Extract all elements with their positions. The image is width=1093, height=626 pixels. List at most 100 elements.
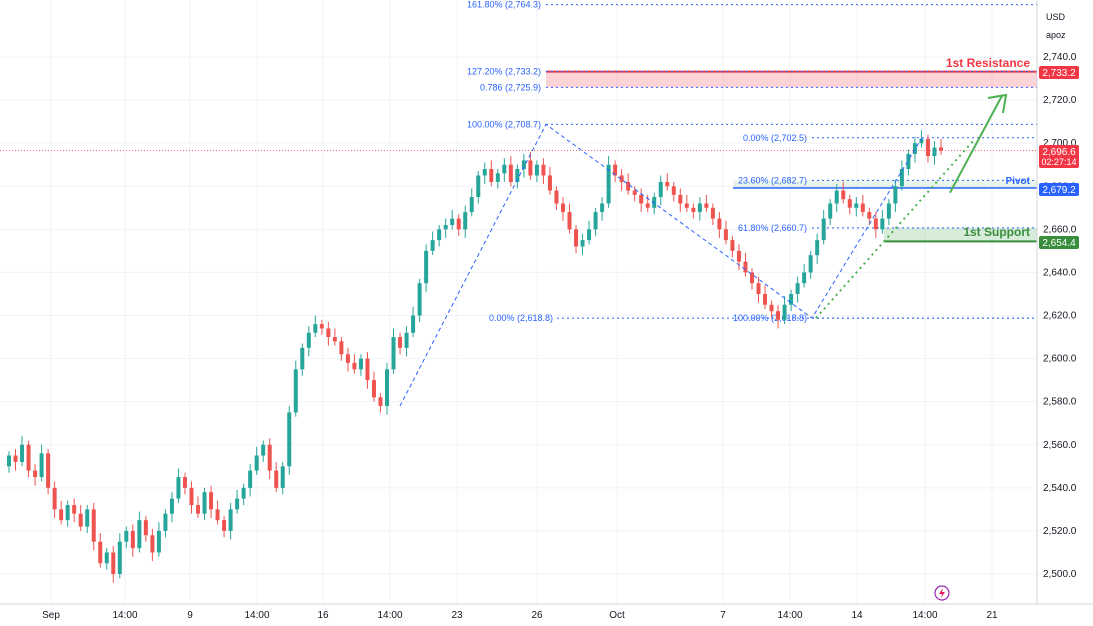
time-axis[interactable]: Sep 14:00 9 14:00 16 14:00 23 26 Oct 7 14:00 14 14:0… — [42, 610, 998, 621]
candle-body — [730, 240, 735, 251]
candle-body — [899, 169, 904, 187]
candle-body — [776, 311, 781, 320]
scale-mode-label[interactable]: apoz — [1046, 30, 1066, 40]
candle-body — [332, 337, 337, 342]
candle-body — [795, 283, 800, 294]
candle-body — [854, 203, 859, 208]
price-tick-label: 2,500.0 — [1043, 569, 1077, 580]
candle-body — [534, 164, 539, 176]
projection-arrow-shaft — [949, 95, 1003, 194]
candle-body — [769, 304, 774, 312]
candle-body — [717, 218, 722, 230]
resistance-zone — [546, 71, 1037, 88]
candle-body — [26, 444, 31, 471]
candle-body — [143, 520, 148, 536]
price-tick-label: 2,540.0 — [1043, 483, 1077, 494]
candle-body — [137, 520, 142, 549]
candle-body — [587, 229, 592, 241]
candle-body — [241, 487, 246, 499]
candle-body — [645, 203, 650, 208]
time-tick-label: Sep — [42, 610, 60, 621]
price-tick-label: 2,660.0 — [1043, 224, 1077, 235]
candle-body — [319, 324, 324, 329]
svg-text:2,696.6: 2,696.6 — [1042, 147, 1076, 158]
candle-body — [939, 147, 943, 151]
price-axis[interactable]: 2,740.02,720.02,700.02,680.02,660.02,640… — [1043, 52, 1077, 580]
candle-body — [196, 505, 201, 514]
time-tick-label: 14:00 — [912, 610, 937, 621]
candle-body — [697, 203, 702, 213]
candle-body — [424, 250, 429, 284]
time-tick-label: 14:00 — [377, 610, 402, 621]
candle-body — [808, 255, 813, 273]
candle-body — [352, 362, 357, 370]
candle-body — [450, 218, 455, 226]
candle-body — [150, 535, 155, 553]
current-price-badge: 2,696.6 02:27:14 — [1039, 145, 1079, 168]
time-tick-label: 23 — [451, 610, 463, 621]
candle-body — [873, 218, 878, 230]
candle-body — [632, 190, 637, 195]
fib-level-label: 0.00% (2,618.8) — [489, 313, 553, 323]
candle-body — [880, 218, 885, 230]
price-tick-label: 2,580.0 — [1043, 397, 1077, 408]
candle-body — [541, 164, 546, 176]
candle-body — [678, 194, 683, 204]
candle-body — [182, 477, 187, 488]
candle-body — [528, 160, 533, 176]
candle-body — [163, 513, 168, 531]
candle-body — [867, 212, 872, 219]
candle-body — [339, 341, 344, 355]
resistance-price-badge: 2,733.2 — [1039, 66, 1079, 79]
candle-body — [671, 186, 676, 195]
fib-level-label: 100.00% (2,708.7) — [467, 119, 541, 129]
candle-body — [313, 324, 318, 333]
candle-body — [600, 203, 605, 213]
candle-body — [463, 212, 468, 230]
candle-body — [189, 487, 194, 506]
pivot-label: Pivot — [1006, 176, 1031, 187]
candle-body — [326, 328, 331, 338]
candle-body — [274, 470, 279, 488]
candle-body — [782, 304, 787, 320]
candle-body — [85, 509, 90, 527]
candle-body — [65, 505, 70, 521]
candle-body — [567, 212, 572, 230]
candle-body — [515, 169, 520, 182]
price-tick-label: 2,640.0 — [1043, 267, 1077, 278]
candle-body — [508, 164, 513, 182]
fib-level-label: 23.60% (2,682.7) — [738, 175, 807, 185]
candle-body — [124, 530, 129, 542]
candle-body — [802, 272, 807, 284]
time-tick-label: 16 — [317, 610, 329, 621]
candle-body — [417, 283, 422, 316]
candle-body — [710, 207, 715, 219]
fib-level-label: 127.20% (2,733.2) — [467, 67, 541, 77]
candle-body — [33, 470, 38, 478]
candle-body — [104, 552, 109, 564]
candle-body — [215, 509, 220, 521]
candle-body — [749, 272, 754, 284]
price-tick-label: 2,600.0 — [1043, 354, 1077, 365]
candle-body — [665, 181, 670, 187]
price-tick-label: 2,720.0 — [1043, 95, 1077, 106]
candle-body — [176, 477, 181, 499]
candle-body — [169, 498, 174, 514]
candle-body — [574, 229, 579, 247]
candle-body — [502, 164, 507, 174]
candle-body — [886, 203, 891, 219]
candle-body — [495, 173, 500, 182]
candle-body — [736, 250, 741, 262]
support-price-badge: 2,654.4 — [1039, 236, 1079, 249]
candle-body — [613, 164, 618, 176]
candle-body — [280, 466, 285, 488]
pattern-overlays — [399, 93, 1008, 407]
support-label: 1st Support — [963, 225, 1030, 239]
price-tick-label: 2,620.0 — [1043, 311, 1077, 322]
fib-level-label: 61.80% (2,660.7) — [738, 223, 807, 233]
candle-body — [580, 240, 585, 247]
candle-body — [906, 153, 911, 170]
lightning-icon[interactable] — [934, 585, 950, 601]
candle-body — [828, 203, 833, 219]
